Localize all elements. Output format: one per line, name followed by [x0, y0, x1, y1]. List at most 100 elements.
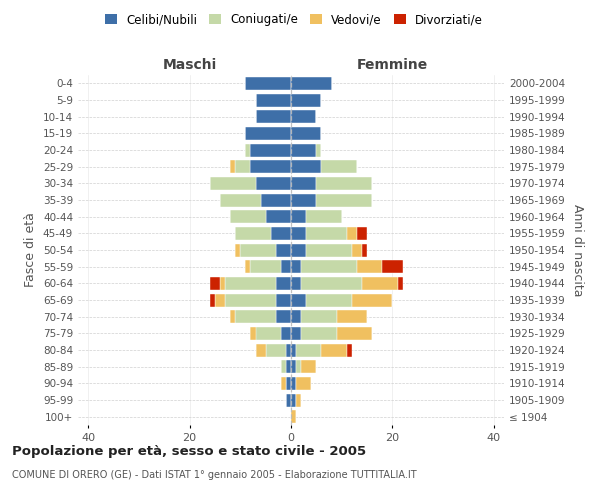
Bar [260, 194, 291, 206]
Bar [235, 227, 271, 240]
Bar [291, 177, 316, 190]
Bar [296, 360, 301, 373]
Bar [291, 227, 306, 240]
Bar [291, 260, 301, 273]
Bar [291, 377, 296, 390]
Bar [250, 160, 291, 173]
Bar [281, 377, 286, 390]
Bar [291, 77, 332, 90]
Bar [276, 310, 291, 323]
Bar [291, 394, 296, 406]
Bar [250, 144, 291, 156]
Bar [225, 277, 276, 290]
Bar [301, 360, 316, 373]
Bar [256, 110, 291, 123]
Bar [276, 277, 291, 290]
Bar [291, 160, 322, 173]
Bar [286, 344, 291, 356]
Bar [230, 210, 266, 223]
Bar [256, 344, 266, 356]
Bar [347, 227, 357, 240]
Bar [256, 94, 291, 106]
Bar [266, 210, 291, 223]
Bar [291, 410, 296, 423]
Bar [362, 244, 367, 256]
Bar [291, 277, 301, 290]
Bar [316, 144, 322, 156]
Text: Popolazione per età, sesso e stato civile - 2005: Popolazione per età, sesso e stato civil… [12, 445, 366, 458]
Bar [316, 177, 372, 190]
Bar [291, 144, 316, 156]
Bar [245, 77, 291, 90]
Bar [347, 344, 352, 356]
Bar [245, 144, 250, 156]
Bar [291, 360, 296, 373]
Bar [301, 260, 357, 273]
Bar [362, 277, 398, 290]
Text: COMUNE DI ORERO (GE) - Dati ISTAT 1° gennaio 2005 - Elaborazione TUTTITALIA.IT: COMUNE DI ORERO (GE) - Dati ISTAT 1° gen… [12, 470, 416, 480]
Bar [250, 327, 256, 340]
Bar [306, 210, 342, 223]
Bar [301, 327, 337, 340]
Bar [235, 310, 276, 323]
Bar [286, 377, 291, 390]
Bar [250, 260, 281, 273]
Bar [286, 360, 291, 373]
Bar [245, 127, 291, 140]
Y-axis label: Anni di nascita: Anni di nascita [571, 204, 584, 296]
Bar [357, 227, 367, 240]
Bar [291, 344, 296, 356]
Bar [306, 227, 347, 240]
Bar [352, 294, 392, 306]
Bar [398, 277, 403, 290]
Bar [316, 194, 372, 206]
Legend: Celibi/Nubili, Coniugati/e, Vedovi/e, Divorziati/e: Celibi/Nubili, Coniugati/e, Vedovi/e, Di… [100, 8, 488, 31]
Bar [306, 294, 352, 306]
Bar [337, 327, 372, 340]
Bar [291, 310, 301, 323]
Text: Maschi: Maschi [163, 58, 217, 71]
Bar [337, 310, 367, 323]
Bar [291, 110, 316, 123]
Bar [276, 244, 291, 256]
Bar [291, 294, 306, 306]
Bar [296, 394, 301, 406]
Bar [301, 310, 337, 323]
Bar [230, 310, 235, 323]
Bar [256, 177, 291, 190]
Bar [291, 244, 306, 256]
Bar [240, 244, 276, 256]
Bar [291, 127, 322, 140]
Bar [256, 327, 281, 340]
Bar [245, 260, 250, 273]
Bar [210, 294, 215, 306]
Bar [291, 94, 322, 106]
Y-axis label: Fasce di età: Fasce di età [25, 212, 37, 288]
Bar [382, 260, 403, 273]
Bar [235, 160, 250, 173]
Bar [281, 327, 291, 340]
Bar [291, 210, 306, 223]
Bar [322, 160, 357, 173]
Bar [281, 360, 286, 373]
Bar [291, 327, 301, 340]
Bar [357, 260, 382, 273]
Bar [301, 277, 362, 290]
Bar [210, 177, 256, 190]
Bar [296, 344, 322, 356]
Bar [306, 244, 352, 256]
Bar [271, 227, 291, 240]
Bar [281, 260, 291, 273]
Bar [225, 294, 276, 306]
Bar [291, 194, 316, 206]
Bar [220, 194, 260, 206]
Bar [210, 277, 220, 290]
Bar [230, 160, 235, 173]
Bar [286, 394, 291, 406]
Bar [215, 294, 225, 306]
Bar [352, 244, 362, 256]
Bar [220, 277, 225, 290]
Text: Femmine: Femmine [357, 58, 428, 71]
Bar [322, 344, 347, 356]
Bar [276, 294, 291, 306]
